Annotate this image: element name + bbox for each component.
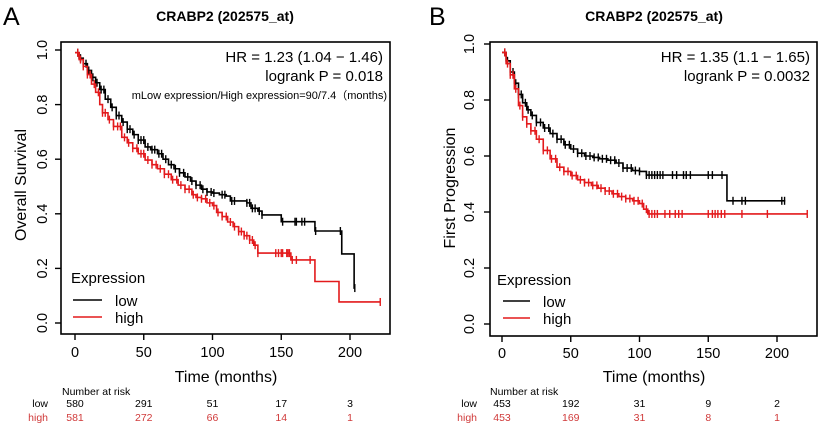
legend-label-low-b: low xyxy=(543,294,566,311)
logrank-annotation-a: logrank P = 0.018 xyxy=(265,68,383,85)
panel-letter-b: B xyxy=(429,3,446,31)
y-tick-label: 0.4 xyxy=(35,204,51,224)
y-tick-label: 1.0 xyxy=(35,40,51,60)
hr-annotation-a: HR = 1.23 (1.04 − 1.46) xyxy=(225,49,383,66)
risk-value-high: 66 xyxy=(207,412,219,424)
median-annotation-a: mLow expression/High expression=90/7.4（m… xyxy=(132,89,387,102)
risk-value-high: 169 xyxy=(562,412,580,424)
risk-row-label-low-a: low xyxy=(32,398,48,410)
km-curve-low xyxy=(75,51,356,289)
risk-value-low: 291 xyxy=(135,398,153,410)
plot-area-a: 0 50 100 150 200 0.0 0.2 0.4 0.6 0.8 1.0 580 291 51 17… xyxy=(35,40,381,424)
x-tick-label: 0 xyxy=(71,345,79,361)
plot-area-b: 0 50 100 150 200 0.0 0.2 0.4 0.6 0.8 1.0 453 192 31 9 2… xyxy=(462,34,808,424)
risk-value-low: 192 xyxy=(562,398,580,410)
y-tick-label: 0.2 xyxy=(35,258,51,278)
x-tick-label: 50 xyxy=(563,346,579,362)
x-axis-title-a: Time (months) xyxy=(175,369,278,386)
y-tick-label: 0.0 xyxy=(35,313,51,333)
y-axis-title-a: Overall Survival xyxy=(13,129,30,241)
risk-value-low: 17 xyxy=(275,398,287,410)
plot-title-b: CRABP2 (202575_at) xyxy=(585,8,723,24)
risk-table-title-a: Number at risk xyxy=(62,386,131,398)
risk-value-low: 51 xyxy=(207,398,219,410)
risk-value-high: 581 xyxy=(66,412,84,424)
x-tick-label: 200 xyxy=(338,345,362,361)
x-tick-label: 150 xyxy=(696,346,720,362)
y-tick-label: 0.8 xyxy=(35,95,51,115)
panel-a: A CRABP2 (202575_at) HR = 1.23 (1.04 − 1… xyxy=(3,3,391,424)
risk-row-label-high-b: high xyxy=(457,412,477,424)
risk-value-high: 31 xyxy=(634,412,646,424)
legend-label-high-a: high xyxy=(115,310,143,327)
y-tick-label: 0.2 xyxy=(462,258,478,278)
y-tick-label: 0.6 xyxy=(462,146,478,166)
x-tick-label: 0 xyxy=(498,346,506,362)
risk-value-high: 1 xyxy=(347,412,353,424)
plot-frame-b xyxy=(489,41,818,337)
hr-annotation-b: HR = 1.35 (1.1 − 1.65) xyxy=(661,49,810,66)
risk-value-low: 31 xyxy=(634,398,646,410)
x-tick-label: 100 xyxy=(200,345,224,361)
risk-value-low: 453 xyxy=(493,398,511,410)
risk-value-low: 580 xyxy=(66,398,84,410)
x-tick-label: 200 xyxy=(765,346,789,362)
x-axis-title-b: Time (months) xyxy=(603,369,706,386)
y-tick-label: 0.6 xyxy=(35,149,51,169)
y-axis-title-b: First Progression xyxy=(442,128,459,249)
x-tick-label: 50 xyxy=(136,345,152,361)
plot-frame-a xyxy=(60,41,391,335)
risk-table-title-b: Number at risk xyxy=(490,386,559,398)
x-tick-label: 100 xyxy=(627,346,651,362)
risk-value-high: 1 xyxy=(774,412,780,424)
legend-title-b: Expression xyxy=(497,272,571,289)
legend-label-high-b: high xyxy=(543,311,571,328)
y-tick-label: 0.8 xyxy=(462,90,478,110)
legend-label-low-a: low xyxy=(115,293,138,310)
x-tick-label: 150 xyxy=(269,345,293,361)
risk-value-high: 453 xyxy=(493,412,511,424)
panel-b: B CRABP2 (202575_at) HR = 1.35 (1.1 − 1.… xyxy=(429,3,818,424)
plot-title-a: CRABP2 (202575_at) xyxy=(156,8,294,24)
y-tick-label: 0.4 xyxy=(462,202,478,222)
legend-title-a: Expression xyxy=(71,270,145,287)
risk-value-high: 14 xyxy=(275,412,287,424)
risk-value-low: 3 xyxy=(347,398,353,410)
risk-value-high: 8 xyxy=(705,412,711,424)
risk-row-label-low-b: low xyxy=(461,398,477,410)
logrank-annotation-b: logrank P = 0.0032 xyxy=(684,68,810,85)
risk-value-low: 9 xyxy=(705,398,711,410)
y-tick-label: 0.0 xyxy=(462,314,478,334)
risk-value-low: 2 xyxy=(774,398,780,410)
risk-row-label-high-a: high xyxy=(28,412,48,424)
y-tick-label: 1.0 xyxy=(462,34,478,54)
panel-letter-a: A xyxy=(3,3,20,31)
risk-value-high: 272 xyxy=(135,412,153,424)
